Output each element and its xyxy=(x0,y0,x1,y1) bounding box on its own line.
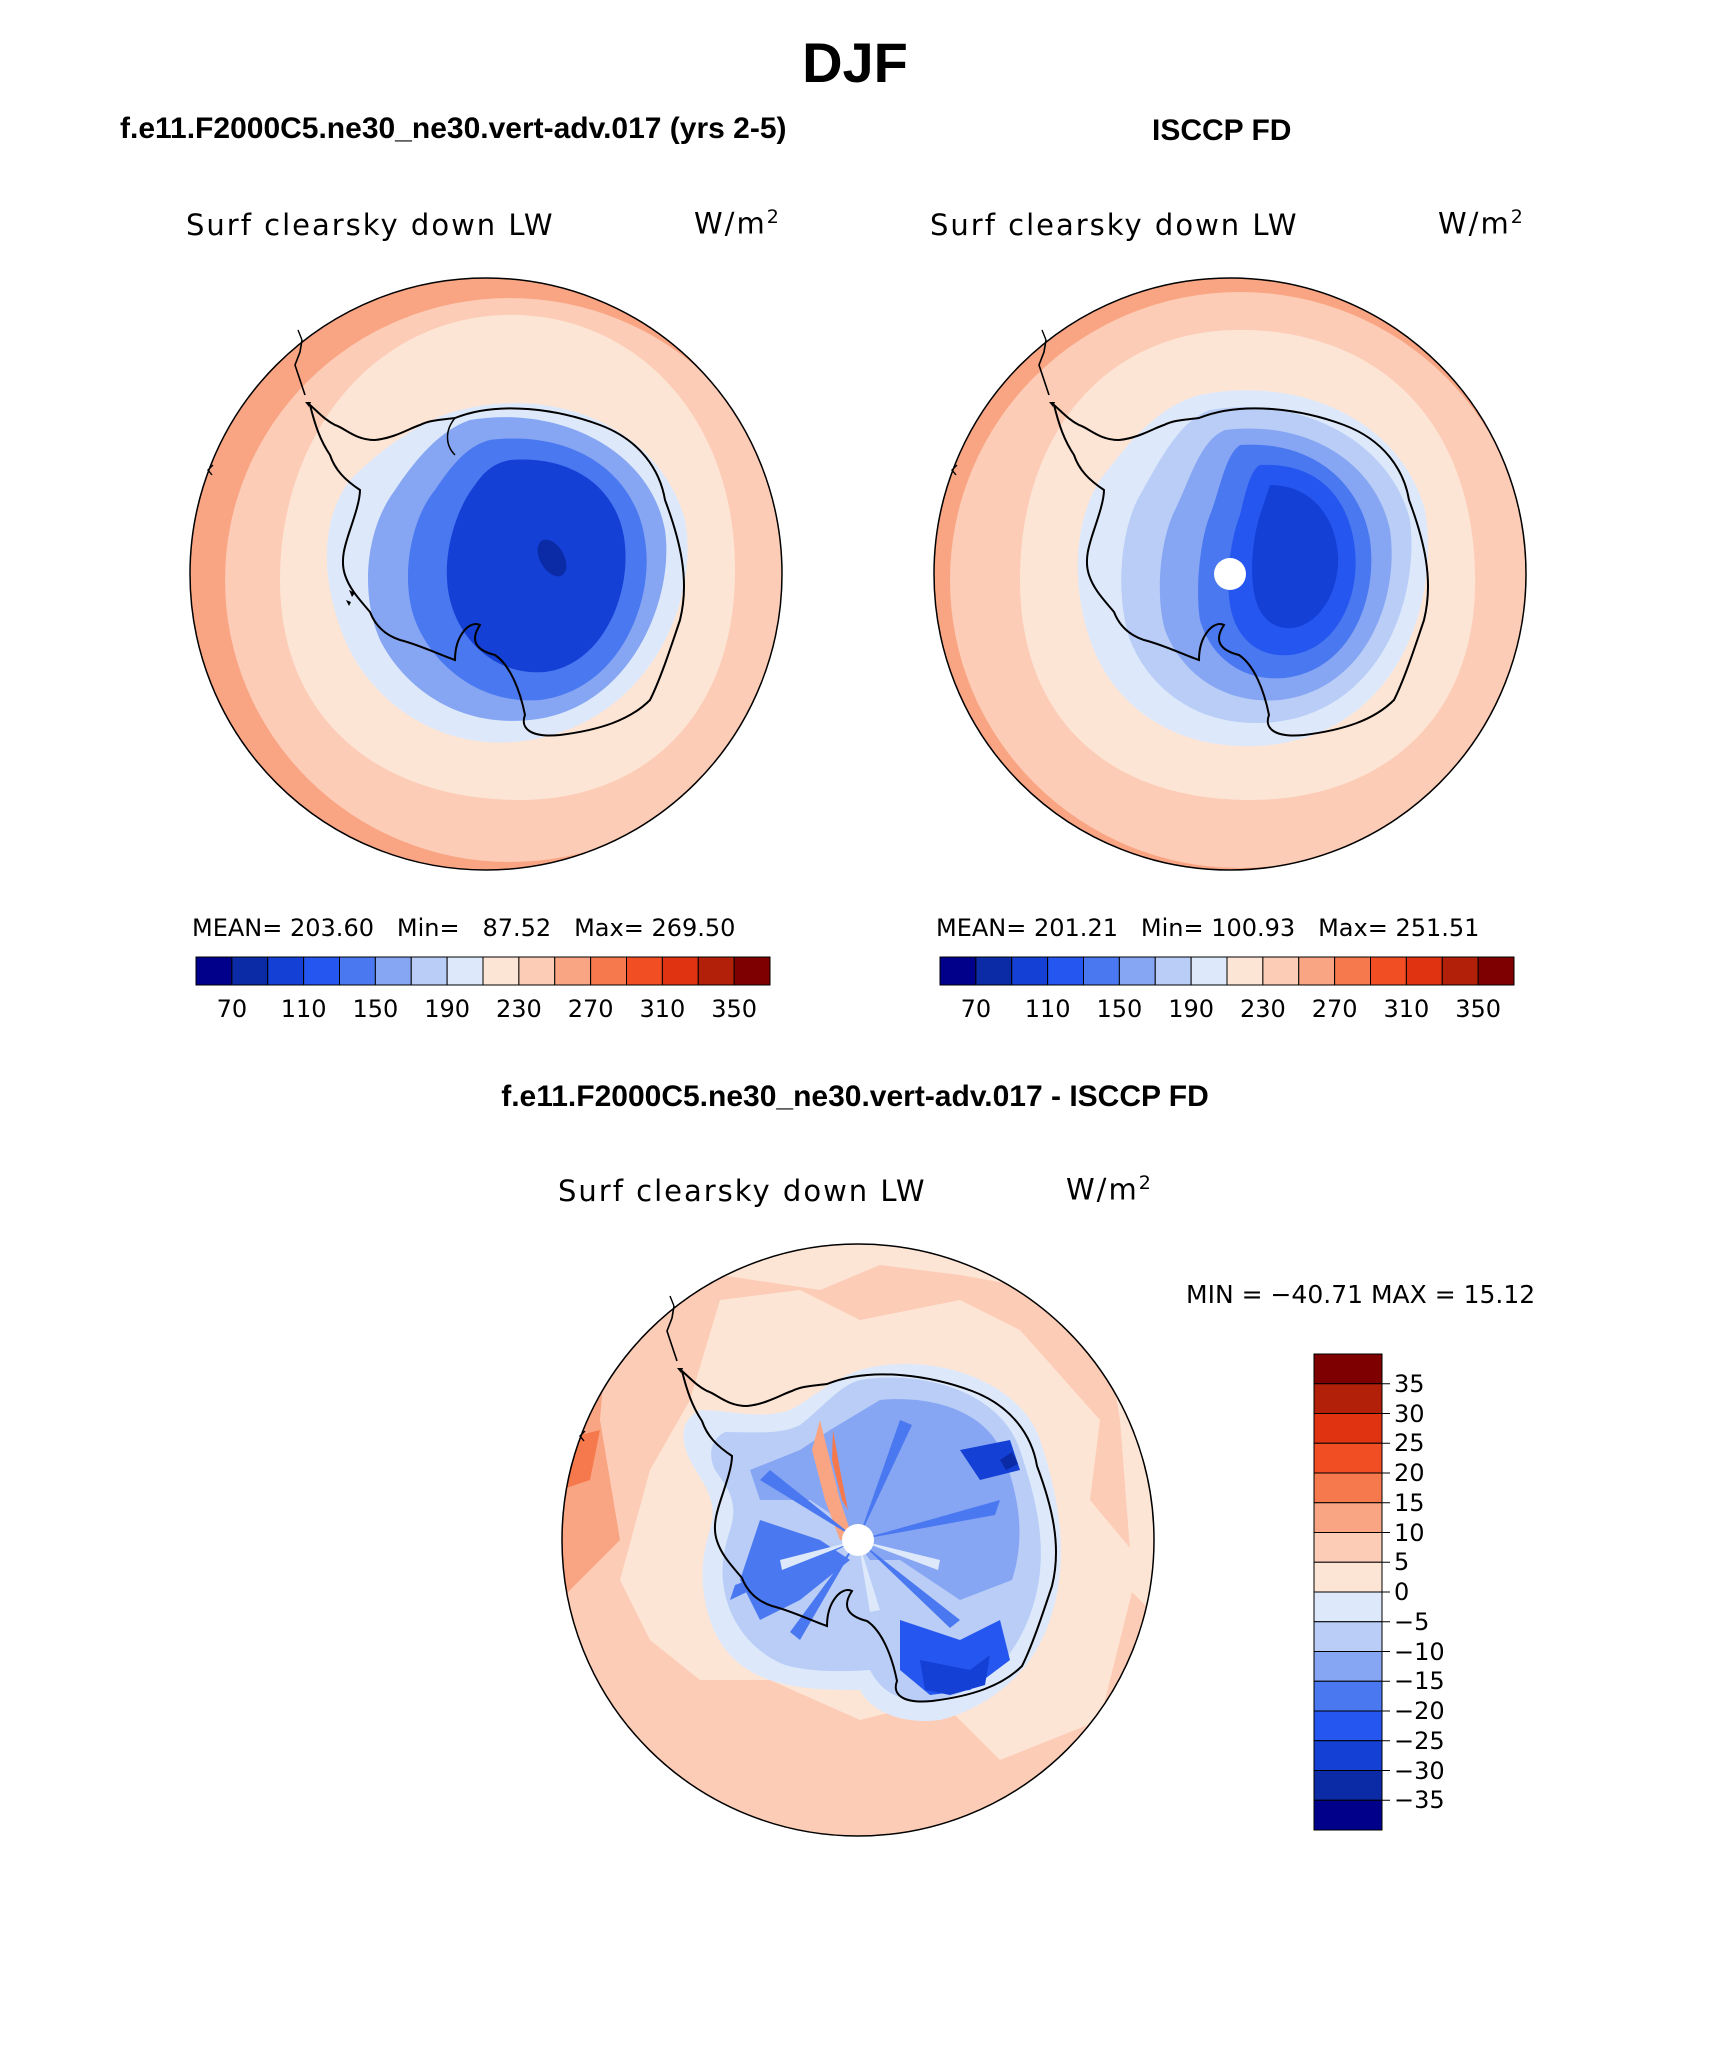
panel1-colorbar-swatch xyxy=(733,956,771,986)
panel1-colorbar-swatch xyxy=(554,956,592,986)
diff-colorbar-tick-label: 25 xyxy=(1394,1429,1425,1458)
diff-colorbar-swatch xyxy=(1313,1680,1383,1712)
panel2-colorbar-swatch xyxy=(1154,956,1192,986)
panel2-colorbar-swatch xyxy=(1441,956,1479,986)
diff-colorbar-tick-label: −25 xyxy=(1394,1726,1445,1755)
panel1-colorbar-tick-label: 270 xyxy=(567,995,614,1023)
panel1-stats: MEAN= 203.60 Min= 87.52 Max= 269.50 xyxy=(192,914,736,942)
panel2-colorbar-tick-label: 350 xyxy=(1455,995,1502,1023)
panel2-colorbar-tick-label: 110 xyxy=(1024,995,1071,1023)
diff-colorbar-swatch xyxy=(1313,1502,1383,1533)
season-title: DJF xyxy=(802,31,908,94)
panel2-colorbar-swatch xyxy=(1118,956,1156,986)
panel2-colorbar-tick-label: 230 xyxy=(1239,995,1286,1023)
diff-colorbar-swatch xyxy=(1313,1383,1383,1414)
diff-colorbar-tick-label: −20 xyxy=(1394,1697,1445,1725)
diff-colorbar-tick-label: 10 xyxy=(1394,1518,1425,1547)
panel1-colorbar-swatch xyxy=(267,956,305,986)
panel1-colorbar-swatch xyxy=(590,956,627,986)
diff-colorbar-tick-label: 35 xyxy=(1394,1369,1425,1398)
panel1-colorbar-tick-label: 110 xyxy=(280,995,327,1023)
panel2-colorbar-tick-label: 70 xyxy=(960,995,992,1023)
diff-colorbar-tick-label: −15 xyxy=(1394,1667,1445,1696)
panel1-colorbar-swatch xyxy=(446,956,484,986)
diff-colorbar-swatch xyxy=(1313,1413,1383,1444)
diff-colorbar-tick-label: 15 xyxy=(1394,1488,1425,1517)
panel2-colorbar-tick-label: 190 xyxy=(1168,995,1215,1023)
panel1-colorbar-tick-label: 150 xyxy=(352,995,399,1023)
diff-colorbar-swatch xyxy=(1313,1710,1383,1742)
diff-colorbar-tick-label: −5 xyxy=(1394,1607,1430,1636)
panel1-colorbar-swatch xyxy=(626,956,663,986)
diff-colorbar-swatch xyxy=(1313,1740,1383,1771)
panel1-colorbar-swatch xyxy=(339,956,376,986)
panel2-title: ISCCP FD xyxy=(1152,114,1292,147)
panel1-colorbar-tick-label: 190 xyxy=(424,995,471,1023)
diff-colorbar-tick-label: 30 xyxy=(1394,1399,1425,1428)
diff-colorbar-swatch xyxy=(1313,1472,1383,1504)
panel1-units: W/m2 xyxy=(694,206,781,241)
panel2-colorbar-swatch xyxy=(1190,956,1228,986)
diff-variable: Surf clearsky down LW xyxy=(558,1174,927,1208)
diff-title: f.e11.F2000C5.ne30_ne30.vert-adv.017 - I… xyxy=(501,1080,1209,1113)
diff-colorbar-tick-label: 20 xyxy=(1394,1459,1425,1487)
diff-colorbar-tick-label: −30 xyxy=(1394,1756,1445,1785)
diff-units: W/m2 xyxy=(1066,1172,1153,1207)
panel1-colorbar-tick-label: 70 xyxy=(216,995,248,1023)
panel2-colorbar-swatch xyxy=(975,956,1013,986)
diff-colorbar-tick-label: 5 xyxy=(1394,1548,1410,1577)
diff-colorbar-swatch xyxy=(1313,1651,1383,1682)
panel2-units: W/m2 xyxy=(1438,206,1525,241)
panel2-stats: MEAN= 201.21 Min= 100.93 Max= 251.51 xyxy=(936,914,1480,942)
panel2-variable: Surf clearsky down LW xyxy=(930,208,1299,242)
panel1-colorbar-swatch xyxy=(231,956,269,986)
panel1-colorbar-tick-label: 310 xyxy=(639,995,686,1023)
panel1-colorbar-swatch xyxy=(518,956,556,986)
diff-colorbar-swatch xyxy=(1313,1532,1383,1563)
diff-colorbar-tick-label: 0 xyxy=(1394,1578,1410,1606)
diff-colorbar-swatch xyxy=(1313,1770,1383,1801)
panel2-colorbar-tick-label: 310 xyxy=(1383,995,1430,1023)
panel2-colorbar-swatch xyxy=(1370,956,1407,986)
panel1-title: f.e11.F2000C5.ne30_ne30.vert-adv.017 (yr… xyxy=(120,112,787,145)
panel2-colorbar-swatch xyxy=(1226,956,1264,986)
panel2-colorbar-swatch xyxy=(1334,956,1371,986)
panel2-colorbar-swatch xyxy=(1477,956,1515,986)
panel1-colorbar-swatch xyxy=(482,956,520,986)
panel1-colorbar-swatch xyxy=(697,956,735,986)
panel1-variable: Surf clearsky down LW xyxy=(186,208,555,242)
panel1-colorbar-swatch xyxy=(661,956,699,986)
panel2-colorbar-swatch xyxy=(1298,956,1336,986)
diff-colorbar-swatch xyxy=(1313,1353,1383,1385)
panel1-colorbar-tick-label: 230 xyxy=(495,995,542,1023)
panel2-colorbar-tick-label: 270 xyxy=(1311,995,1358,1023)
panel1-colorbar-swatch xyxy=(374,956,412,986)
panel2-colorbar-swatch xyxy=(1262,956,1300,986)
panel1-colorbar-tick-label: 350 xyxy=(711,995,758,1023)
diff-colorbar-tick-label: −10 xyxy=(1394,1637,1445,1666)
diff-colorbar-swatch xyxy=(1313,1799,1383,1831)
panel2-colorbar-swatch xyxy=(1405,956,1443,986)
diff-colorbar-swatch xyxy=(1313,1591,1383,1623)
panel2-colorbar-tick-label: 150 xyxy=(1096,995,1143,1023)
diff-colorbar-tick-label: −35 xyxy=(1394,1786,1445,1815)
diff-colorbar-swatch xyxy=(1313,1621,1383,1652)
diff-minmax: MIN = −40.71 MAX = 15.12 xyxy=(1186,1280,1536,1309)
diff-colorbar-swatch xyxy=(1313,1442,1383,1474)
diff-colorbar-swatch xyxy=(1313,1561,1383,1593)
